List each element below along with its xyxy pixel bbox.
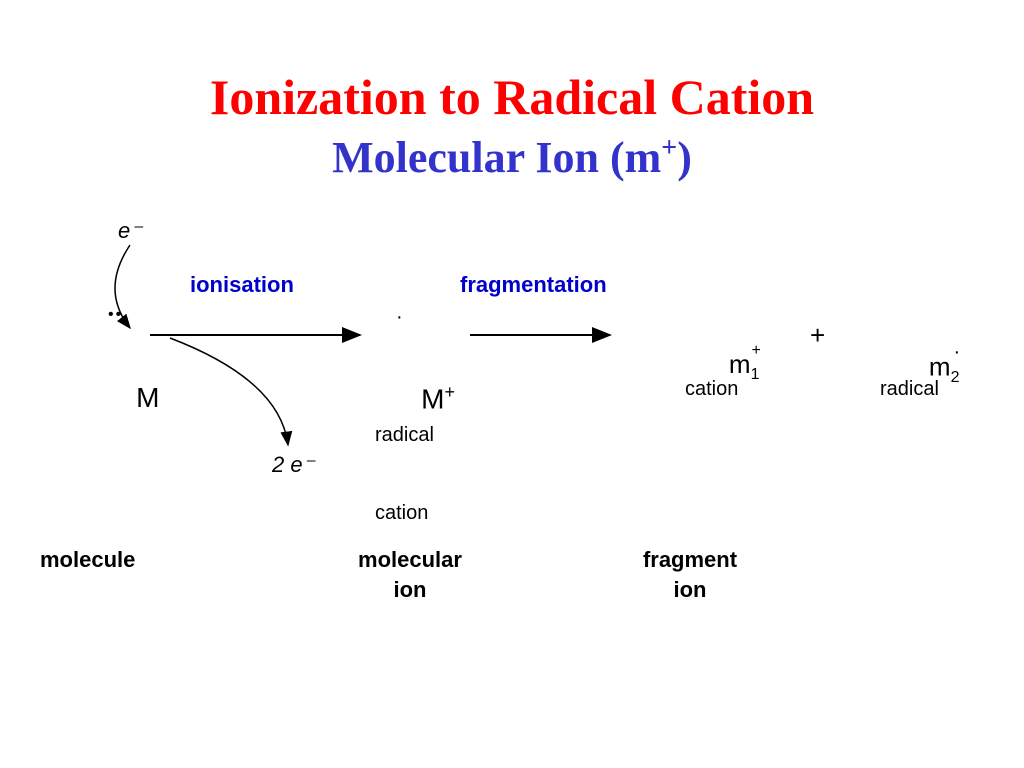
annotation-m2-radical: radical xyxy=(880,378,939,401)
species-m2-sub: 2 xyxy=(951,369,960,386)
annotation-radical: radical xyxy=(375,422,434,448)
label-fragment-ion-1: fragment xyxy=(610,545,770,575)
title-sub-prefix: Molecular Ion (m xyxy=(332,133,661,182)
species-m1-base: m xyxy=(729,349,751,379)
label-plus: + xyxy=(810,320,825,351)
species-molecule-M-text: M xyxy=(136,382,159,413)
title-main: Ionization to Radical Cation xyxy=(0,68,1024,126)
label-fragment-ion: fragment ion xyxy=(610,545,770,604)
title-sub-suffix: ) xyxy=(677,133,692,182)
species-m1-sup: + xyxy=(751,342,760,359)
label-molecular-ion-2: ion xyxy=(330,575,490,605)
title-sub: Molecular Ion (m+) xyxy=(0,132,1024,183)
species-molecule-M: •• M xyxy=(105,318,159,446)
label-two-electrons: 2 e⁻ xyxy=(272,452,314,478)
label-molecule: molecule xyxy=(40,545,135,575)
diagram-arrows-svg xyxy=(40,220,980,540)
slide-title-block: Ionization to Radical Cation Molecular I… xyxy=(0,0,1024,183)
arrow-electron-out xyxy=(170,338,288,445)
label-ionisation: ionisation xyxy=(190,272,294,298)
species-m2-sup: · xyxy=(953,341,960,363)
title-sub-sup: + xyxy=(661,132,677,163)
reaction-diagram: e⁻ ionisation fragmentation •• M · M + ra… xyxy=(40,220,980,540)
label-molecular-ion: molecular ion xyxy=(330,545,490,604)
species-m1-sub: 1 xyxy=(751,366,760,383)
annotation-cation: cation xyxy=(375,500,434,526)
species-m2-radical: m2· xyxy=(900,318,966,418)
label-molecular-ion-1: molecular xyxy=(330,545,490,575)
annotation-m1-cation: cation xyxy=(685,378,738,401)
label-fragment-ion-2: ion xyxy=(610,575,770,605)
label-electron-in: e⁻ xyxy=(118,218,142,244)
label-fragmentation: fragmentation xyxy=(460,272,607,298)
